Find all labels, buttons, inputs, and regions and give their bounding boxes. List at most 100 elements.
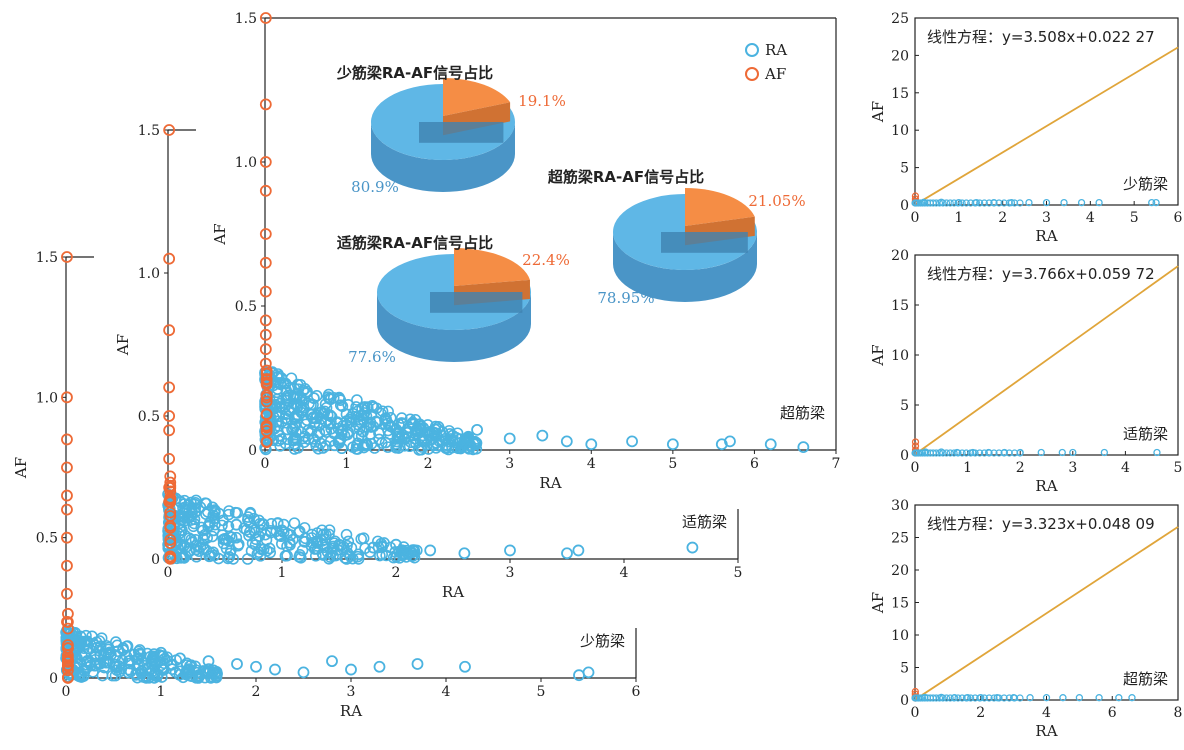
ra-point [313,418,326,431]
ra-point [284,539,296,551]
ra-point [230,518,243,531]
ra-point [1042,694,1051,702]
y-axis-label: AF [869,344,887,366]
ra-point-cloud [162,488,423,565]
ra-point [185,514,197,526]
x-tick-label: 4 [1042,705,1051,721]
fit-line [914,46,1179,206]
ra-point [389,546,401,558]
ra-point [270,401,283,413]
ra-point [267,434,280,447]
ra-point [190,543,203,556]
pie-slice-af [443,78,511,116]
ra-point [1153,448,1161,457]
pie-5: 超筋梁RA-AF信号占比 78.95% 21.05% [547,168,806,307]
ra-point [935,449,944,457]
af-point [163,124,176,136]
ra-point [340,553,353,565]
ra-point [365,438,378,450]
af-point [61,461,73,474]
ra-point [202,663,215,675]
ra-point [990,199,998,207]
ra-point [971,449,979,457]
y-tick-label: 0 [900,198,909,214]
y-tick-label: 1.0 [138,266,160,282]
ra-point [350,439,363,452]
ra-point [281,549,293,562]
ra-point [396,548,409,560]
ra-point [356,403,368,415]
ra-point [932,199,940,207]
ra-point [101,656,114,669]
ra-point [715,438,728,451]
pie-label-af: 22.4% [522,251,570,269]
y-tick-label: 25 [891,11,909,27]
ra-point [171,535,183,548]
x-tick-label: 2 [1016,460,1025,476]
ra-point [918,449,927,457]
ra-point [971,694,979,702]
pie-side-wall [371,122,515,192]
ra-point [1095,694,1103,702]
ra-point [276,415,288,428]
ra-point [916,694,924,702]
pie-side-wall [377,292,531,362]
y-tick-label: 20 [891,248,909,264]
y-tick-label: 10 [891,123,909,139]
y-tick-label: 1.0 [235,155,257,171]
ra-point [990,694,998,702]
panel-label: 适筋梁 [682,513,727,531]
panel-label: 少筋梁 [580,632,625,650]
ra-point [395,412,408,424]
x-axis-label: RA [340,702,362,720]
ra-point [1037,448,1045,457]
ra-point [367,541,380,554]
ra-point [202,655,215,668]
ra-point [932,449,940,457]
ra-point [985,199,993,207]
legend-label: RA [765,41,787,59]
af-point [259,228,272,240]
ra-point [242,514,254,526]
ra-point [225,531,238,544]
pie-cut-face [661,232,748,253]
ra-point [1095,198,1103,207]
ra-point [272,434,285,447]
x-tick-label: 3 [1042,210,1051,226]
ra-point [985,694,993,702]
ra-point [117,644,129,656]
fit-line [914,265,1179,456]
ra-point [1000,694,1008,702]
ra-point [81,661,94,673]
y-tick-label: 5 [900,398,909,414]
ra-point [113,660,125,672]
ra-point [471,423,483,436]
x-tick-label: 6 [1108,705,1117,721]
ra-point [980,694,988,702]
x-tick-label: 0 [261,456,270,472]
y-tick-label: 20 [891,563,909,579]
ra-point [146,665,158,678]
ra-point [724,435,736,448]
ra-point [373,660,386,673]
af-point [163,452,176,465]
ra-point [939,449,947,457]
ra-point [275,372,288,384]
ra-point [1016,199,1024,207]
y-tick-label: 0.5 [36,531,58,547]
ra-point [354,414,367,426]
af-point [164,537,177,550]
ra-point [666,438,679,451]
ra-point [133,647,146,660]
x-tick-label: 3 [1068,460,1077,476]
ra-point [582,666,595,679]
af-point [61,531,73,544]
ra-point [585,438,598,451]
ra-point [311,429,324,442]
af-point [61,489,73,502]
ra-point [390,538,402,551]
ra-point [921,449,929,457]
af-point [62,607,74,620]
ra-point [158,657,170,670]
ra-point [332,436,345,448]
